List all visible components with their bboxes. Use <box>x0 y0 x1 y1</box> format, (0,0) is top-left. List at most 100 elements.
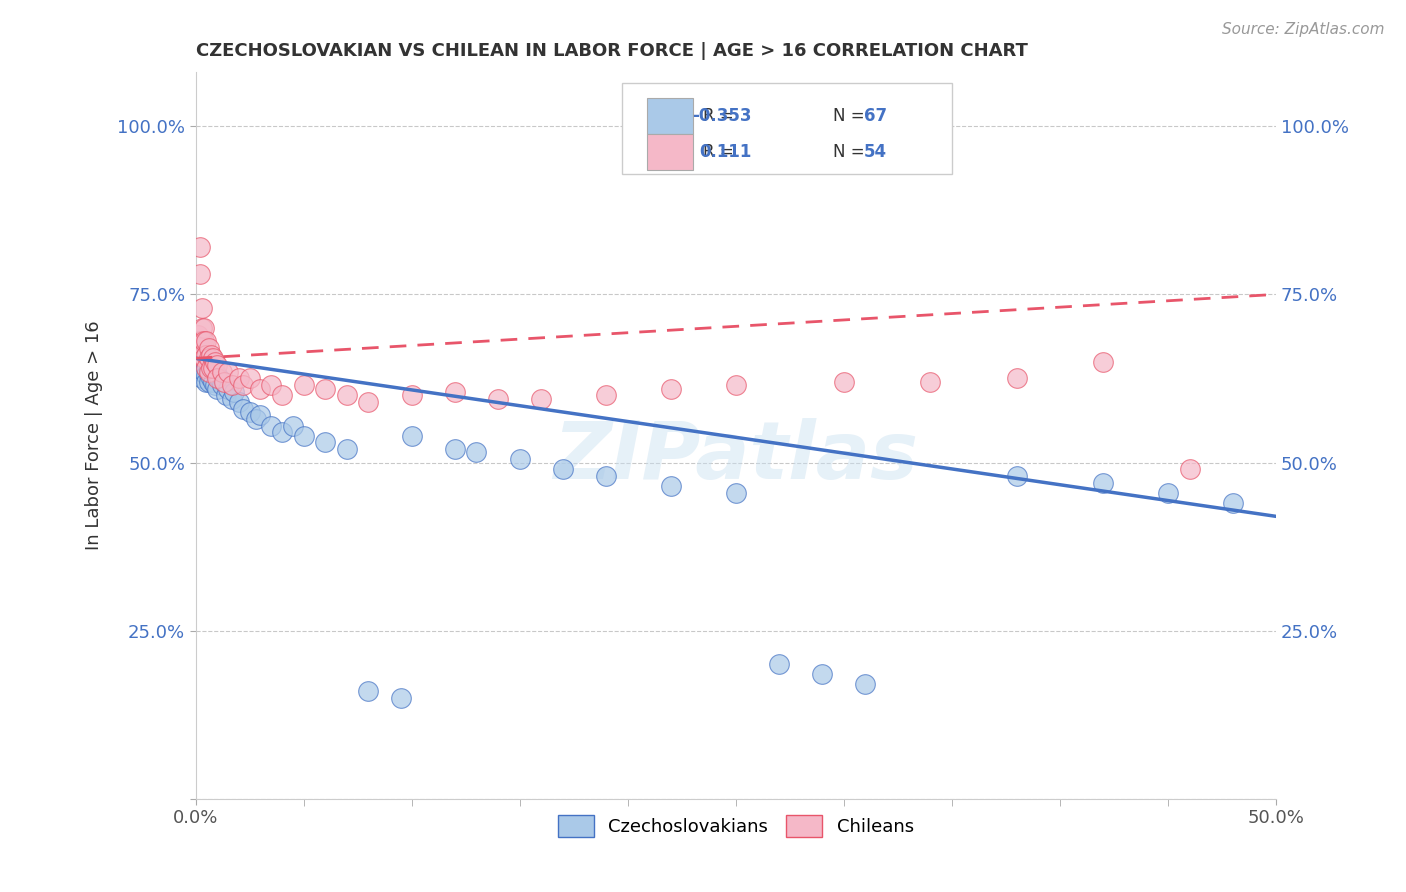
Point <box>205 371 228 385</box>
Point <box>201 351 224 366</box>
Point <box>191 371 214 385</box>
Point <box>215 388 238 402</box>
Point <box>401 388 423 402</box>
Point <box>204 365 226 379</box>
Point <box>195 334 218 349</box>
Point <box>336 388 359 402</box>
Point <box>200 361 222 376</box>
Point <box>1092 354 1115 368</box>
Point <box>595 388 617 402</box>
Point <box>211 365 233 379</box>
Point <box>292 428 315 442</box>
Point <box>204 354 226 368</box>
Point <box>659 382 682 396</box>
Point <box>465 445 488 459</box>
Point <box>201 361 224 376</box>
Text: 67: 67 <box>863 107 887 125</box>
Point <box>191 334 214 349</box>
Point <box>221 378 243 392</box>
Point <box>191 365 214 379</box>
Point <box>191 358 214 372</box>
Point <box>187 348 209 362</box>
Point <box>197 368 219 383</box>
Point <box>188 240 211 254</box>
Point <box>191 301 214 315</box>
Point <box>314 382 336 396</box>
Point <box>336 442 359 456</box>
Point <box>228 395 250 409</box>
Point <box>200 348 222 362</box>
Point <box>217 365 239 379</box>
Point <box>197 375 219 389</box>
Point <box>193 358 215 372</box>
Point <box>188 354 211 368</box>
Point <box>191 321 214 335</box>
Point <box>724 378 747 392</box>
Point <box>245 412 267 426</box>
Point <box>659 479 682 493</box>
Point <box>389 690 412 705</box>
Point <box>1157 485 1180 500</box>
Point <box>1005 371 1028 385</box>
Point <box>187 348 209 362</box>
Point <box>195 361 218 376</box>
Text: ZIPatlas: ZIPatlas <box>554 418 918 497</box>
Point <box>191 348 214 362</box>
Point <box>197 351 219 366</box>
Point <box>197 365 219 379</box>
Point <box>197 341 219 355</box>
Text: R =: R = <box>703 144 734 161</box>
Point <box>197 354 219 368</box>
Point <box>193 321 215 335</box>
Point <box>401 428 423 442</box>
Point <box>1222 496 1244 510</box>
Point <box>187 361 209 376</box>
Point <box>187 334 209 349</box>
Y-axis label: In Labor Force | Age > 16: In Labor Force | Age > 16 <box>86 321 103 550</box>
Point <box>187 341 209 355</box>
Point <box>204 378 226 392</box>
Point <box>271 425 294 440</box>
Point <box>221 392 243 406</box>
Legend: Czechoslovakians, Chileans: Czechoslovakians, Chileans <box>551 808 921 845</box>
Text: R =: R = <box>703 107 734 125</box>
Point <box>212 375 235 389</box>
Point <box>292 378 315 392</box>
Bar <box>647 134 693 170</box>
Point <box>249 382 271 396</box>
Point <box>228 371 250 385</box>
Point <box>1092 475 1115 490</box>
Point <box>187 327 209 342</box>
Point <box>188 334 211 349</box>
Point <box>217 382 239 396</box>
Point <box>357 684 380 698</box>
Point <box>271 388 294 402</box>
Point <box>195 361 218 376</box>
Text: N =: N = <box>832 107 865 125</box>
Point <box>187 334 209 349</box>
Point <box>232 378 254 392</box>
Point <box>188 348 211 362</box>
Point <box>239 371 262 385</box>
Point <box>188 348 211 362</box>
Point <box>530 392 553 406</box>
Point <box>595 469 617 483</box>
Text: Source: ZipAtlas.com: Source: ZipAtlas.com <box>1222 22 1385 37</box>
Point <box>281 418 304 433</box>
Point <box>195 348 218 362</box>
Point <box>193 351 215 366</box>
FancyBboxPatch shape <box>623 83 952 174</box>
Point <box>211 378 233 392</box>
Point <box>195 368 218 383</box>
Text: -0.353: -0.353 <box>693 107 752 125</box>
Point <box>201 361 224 376</box>
Point <box>188 267 211 281</box>
Point <box>197 361 219 376</box>
Point <box>724 485 747 500</box>
Point <box>195 375 218 389</box>
Point <box>224 384 246 399</box>
Point <box>205 382 228 396</box>
Text: 54: 54 <box>863 144 887 161</box>
Point <box>188 341 211 355</box>
Point <box>260 418 283 433</box>
